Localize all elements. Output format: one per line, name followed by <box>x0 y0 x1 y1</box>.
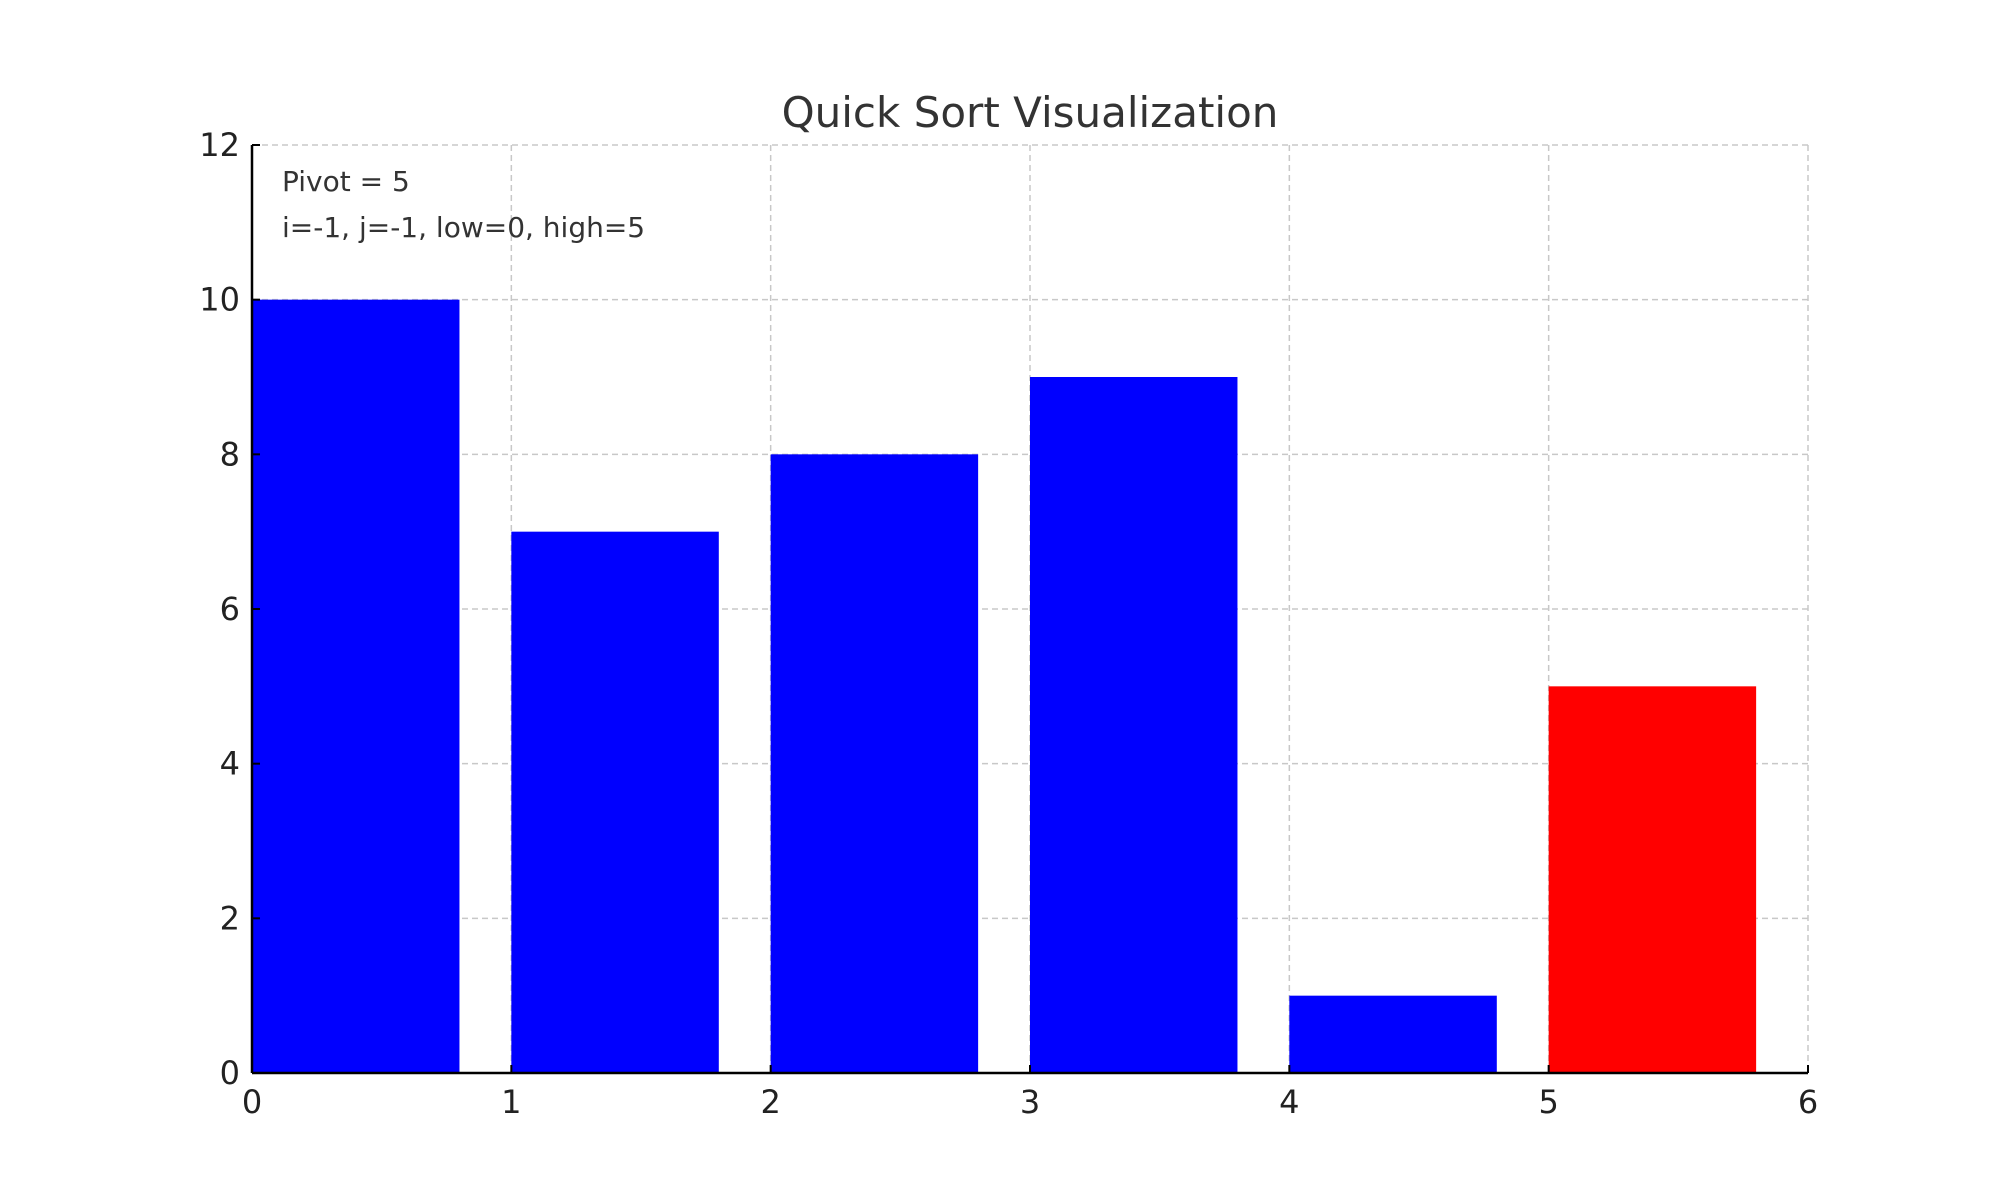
y-tick-label-4: 8 <box>220 435 240 473</box>
bar-5 <box>1548 686 1757 1073</box>
y-tick-label-3: 6 <box>220 590 240 628</box>
x-tick-label-4: 4 <box>1279 1083 1299 1121</box>
x-tick-label-6: 6 <box>1798 1083 1818 1121</box>
x-tick-label-1: 1 <box>501 1083 521 1121</box>
bar-1 <box>511 531 719 1073</box>
y-tick-label-5: 10 <box>199 281 240 319</box>
x-tick-labels: 0 1 2 3 4 5 6 <box>242 1083 1818 1121</box>
x-tick-label-5: 5 <box>1538 1083 1558 1121</box>
annotation-pivot: Pivot = 5 <box>282 165 410 198</box>
y-tick-label-1: 2 <box>220 899 240 937</box>
bars <box>252 299 1757 1074</box>
y-tick-label-2: 4 <box>220 745 240 783</box>
bar-2 <box>770 454 979 1073</box>
x-tick-label-0: 0 <box>242 1083 262 1121</box>
bar-4 <box>1289 995 1497 1073</box>
x-tick-label-2: 2 <box>760 1083 780 1121</box>
annotation-indices: i=-1, j=-1, low=0, high=5 <box>282 211 645 244</box>
bar-0 <box>252 299 460 1074</box>
y-tick-label-6: 12 <box>199 126 240 164</box>
chart-title: Quick Sort Visualization <box>782 88 1279 137</box>
x-tick-label-3: 3 <box>1020 1083 1040 1121</box>
bar-3 <box>1030 377 1238 1073</box>
y-tick-labels: 0 2 4 6 8 10 12 <box>199 126 240 1092</box>
y-tick-label-0: 0 <box>220 1054 240 1092</box>
axes <box>250 144 1809 1075</box>
